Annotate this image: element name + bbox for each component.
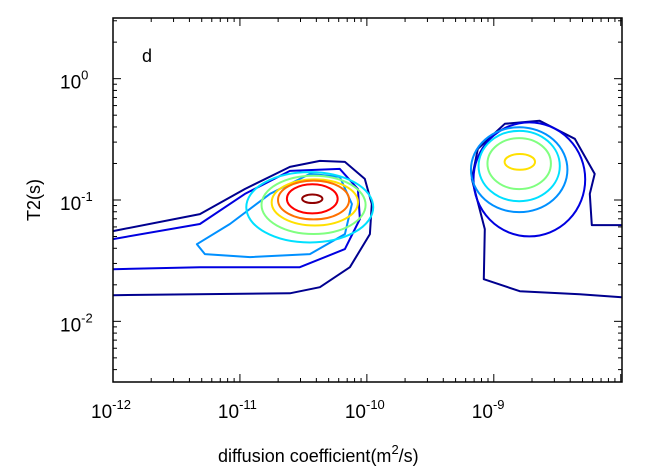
- tick-marks: [112, 18, 622, 382]
- contour-left-level-8: [285, 183, 339, 215]
- contour-right-level-5: [486, 137, 552, 191]
- x-tick-label: 10-11: [218, 397, 257, 423]
- contour-left-level-3: [195, 172, 353, 259]
- contour-right-level-2: [472, 121, 587, 238]
- contour-left-level-7: [277, 179, 351, 221]
- contour-left-level-9: [301, 193, 324, 205]
- x-axis-label-sup: 2: [391, 442, 398, 457]
- y-tick-label: 100: [60, 68, 88, 94]
- x-axis-label: diffusion coefficient(m2/s): [218, 442, 419, 466]
- panel-label: d: [142, 46, 152, 66]
- x-axis-label-end: /s): [399, 446, 419, 466]
- contour-right-level-6: [503, 153, 537, 171]
- contour-right-level-3: [469, 126, 569, 214]
- contour-left-level-6: [270, 178, 359, 227]
- x-tick-label: 10-9: [472, 397, 505, 423]
- y-tick-label: 10-2: [60, 310, 93, 336]
- contour-left-level-1: [112, 159, 373, 297]
- y-axis-label: T2(s): [24, 179, 44, 221]
- contour-right-level-4: [477, 129, 561, 203]
- x-tick-label: 10-10: [345, 397, 385, 423]
- contour-left-level-5: [260, 174, 367, 235]
- plot-frame: [112, 17, 623, 383]
- tick-labels: 10-12 10-11 10-10 10-9 100 10-1 10-2: [60, 68, 505, 423]
- contour-lines: [112, 119, 622, 299]
- x-axis-label-main: diffusion coefficient(m: [218, 446, 391, 466]
- contour-left-level-4: [245, 171, 375, 244]
- y-tick-label: 10-1: [60, 189, 93, 215]
- x-tick-label: 10-12: [91, 397, 131, 423]
